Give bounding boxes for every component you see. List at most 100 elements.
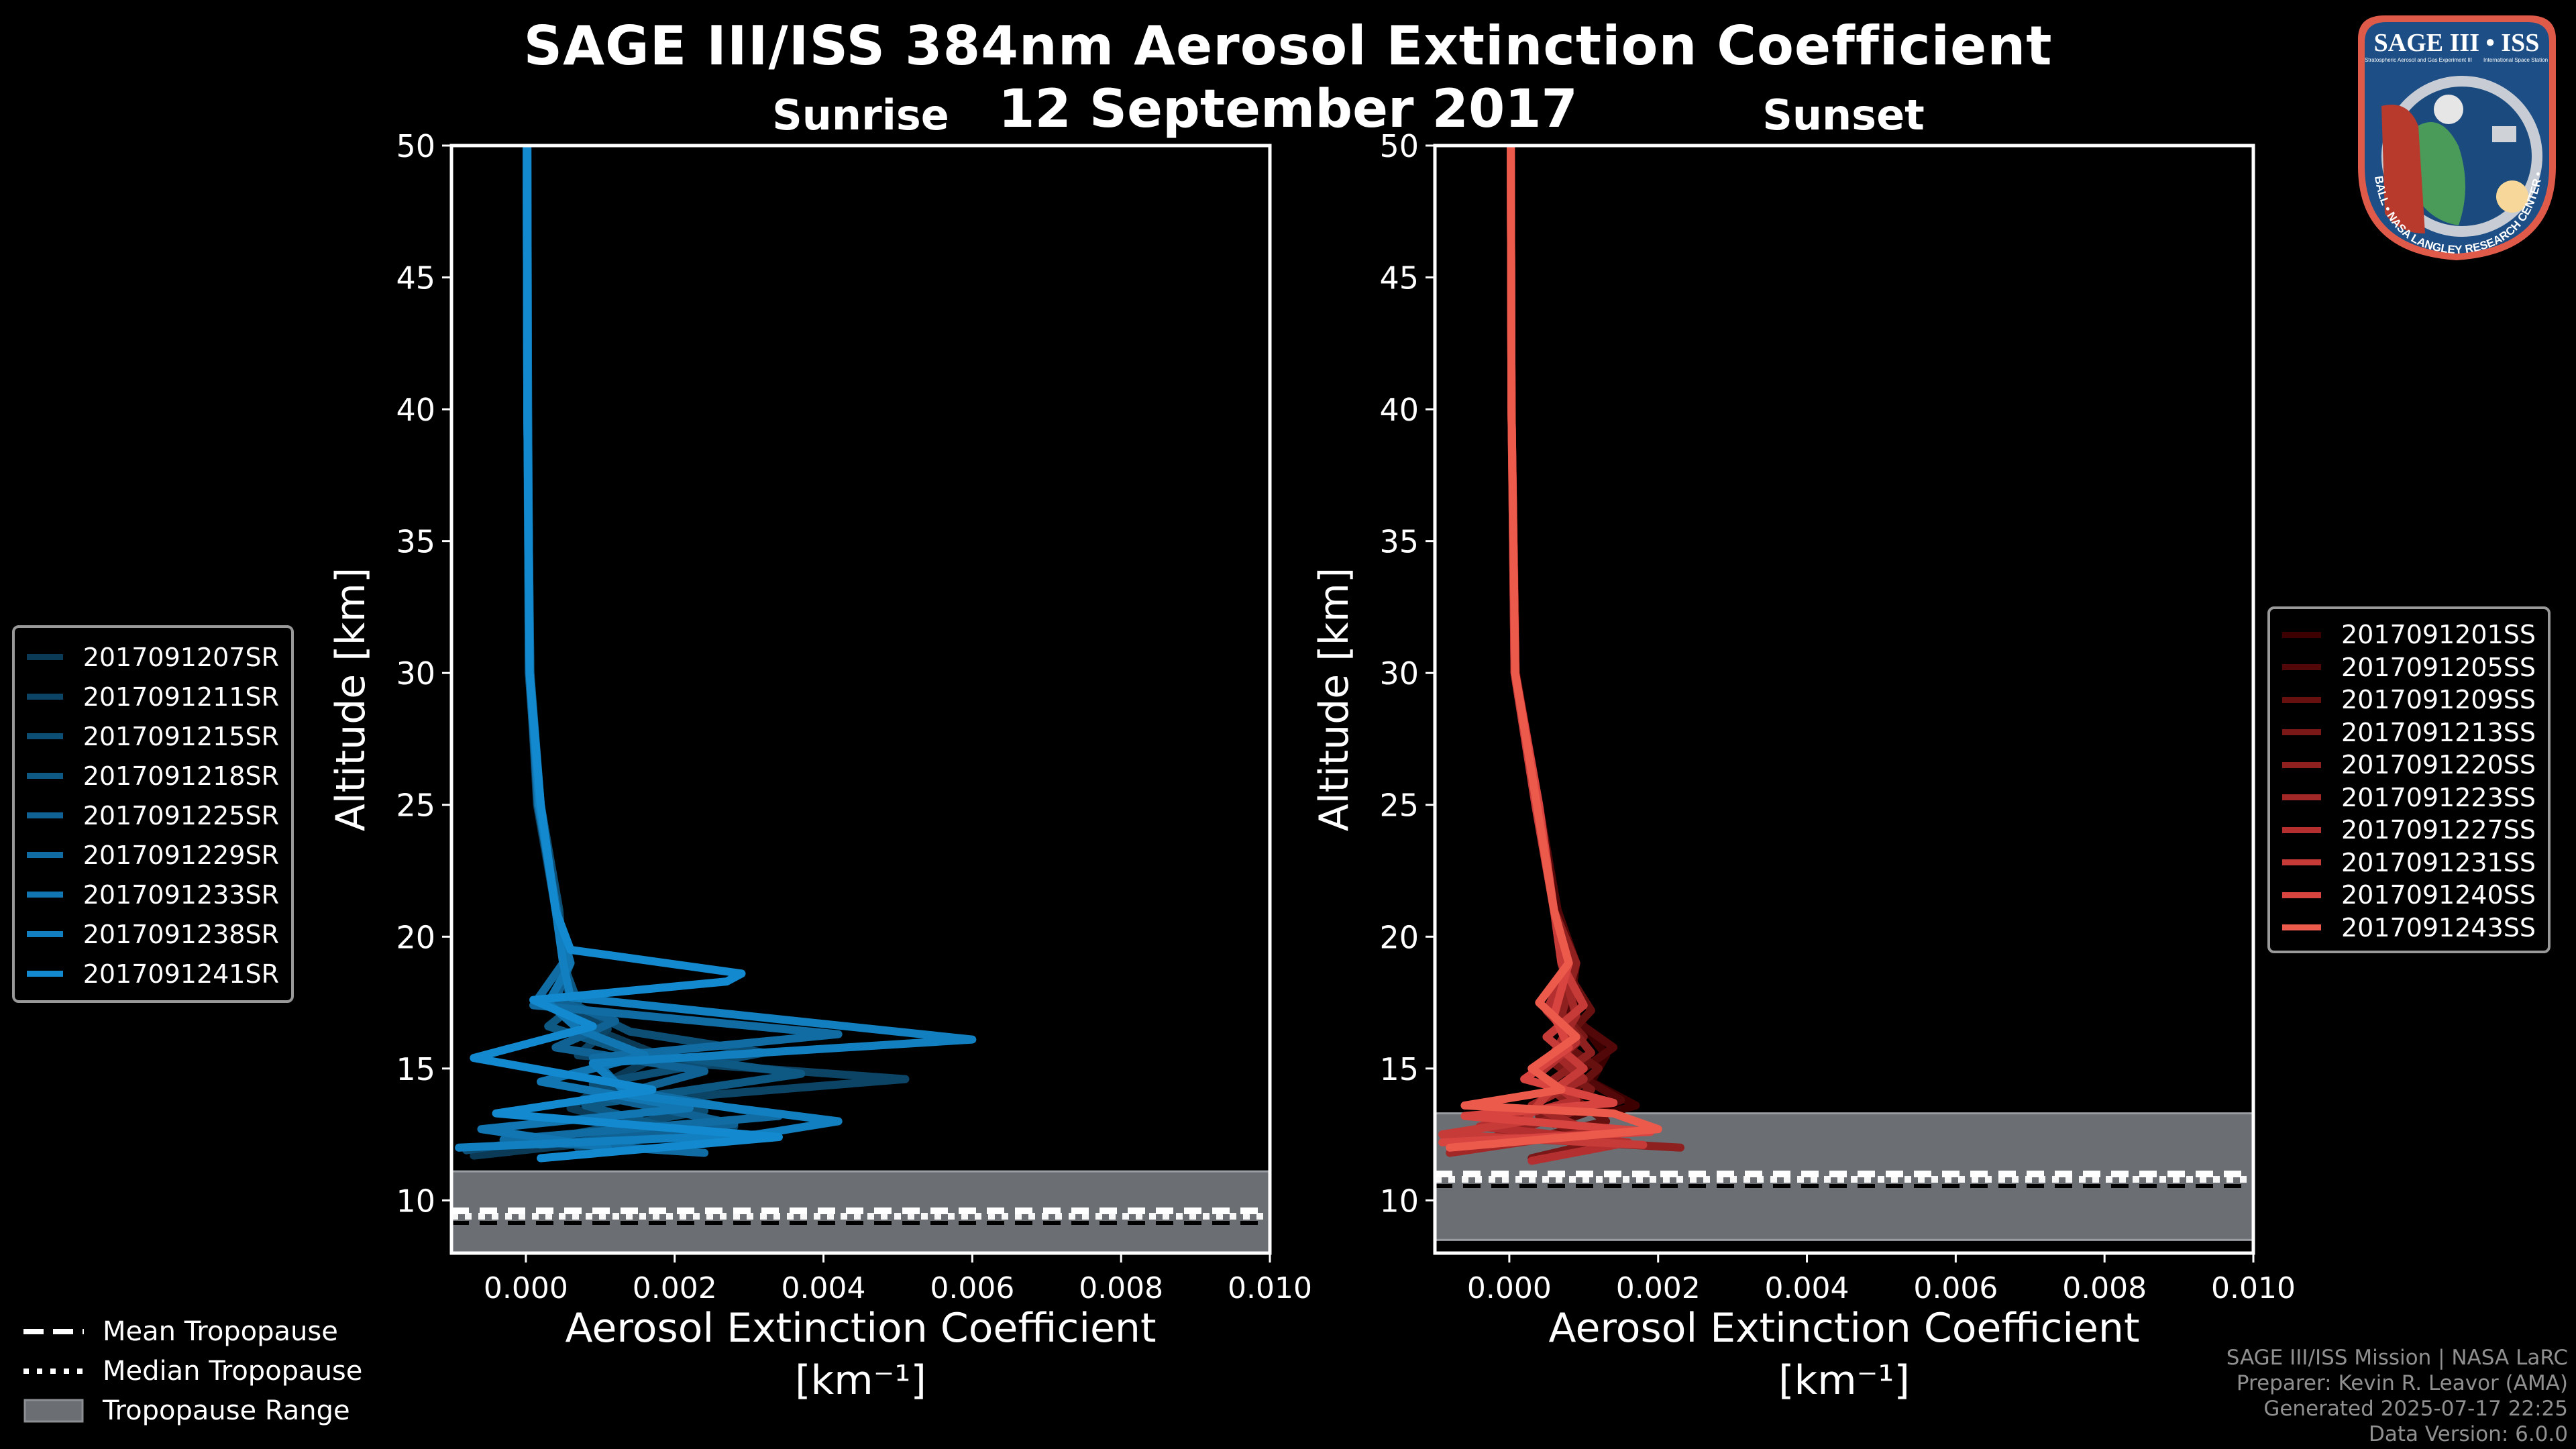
sunrise-plot-area bbox=[451, 146, 1270, 1253]
legend-swatch bbox=[2282, 892, 2321, 898]
legend-label: 2017091233SR bbox=[83, 879, 279, 910]
series-line-2017091223SS bbox=[1446, 146, 1595, 1157]
legend-swatch bbox=[27, 931, 63, 937]
legend-item: 2017091211SR bbox=[27, 677, 279, 716]
legend-label: 2017091238SR bbox=[83, 919, 279, 949]
sunrise-panel: 10 15 20 25 30 35 40 45 50 0.000 0.002 0.004 0.006 0.… bbox=[327, 128, 1312, 1404]
x-tick-label: 0.006 bbox=[1913, 1271, 1998, 1305]
legend-label: 2017091225SR bbox=[83, 800, 279, 830]
legend-label: 2017091215SR bbox=[83, 721, 279, 751]
legend-label: 2017091201SS bbox=[2341, 620, 2536, 650]
dashed-line-icon bbox=[23, 1328, 84, 1334]
logo-subtitle-left: Stratospheric Aerosol and Gas Experiment… bbox=[2365, 57, 2472, 63]
legend-label: Tropopause Range bbox=[103, 1395, 350, 1426]
x-tick-label: 0.000 bbox=[1467, 1271, 1552, 1305]
legend-tropopause-range: Tropopause Range bbox=[23, 1391, 362, 1430]
x-tick-label: 0.010 bbox=[1228, 1271, 1312, 1305]
legend-label: Median Tropopause bbox=[103, 1355, 363, 1387]
y-tick-label: 35 bbox=[396, 524, 435, 560]
credit-line: Data Version: 6.0.0 bbox=[2368, 1422, 2568, 1446]
y-tick-label: 25 bbox=[1379, 788, 1419, 824]
legend-item: 2017091201SS bbox=[2282, 619, 2536, 651]
legend-item: 2017091209SS bbox=[2282, 684, 2536, 716]
legend-swatch bbox=[27, 733, 63, 739]
sunrise-legend: 2017091207SR 2017091211SR 2017091215SR 2017… bbox=[12, 625, 294, 1003]
credits: SAGE III/ISS Mission | NASA LaRC Prepare… bbox=[2226, 1345, 2568, 1447]
credit-line: SAGE III/ISS Mission | NASA LaRC bbox=[2226, 1346, 2568, 1370]
y-tick-label: 50 bbox=[1379, 128, 1419, 164]
legend-label: 2017091241SR bbox=[83, 959, 279, 989]
legend-item: 2017091241SR bbox=[27, 954, 279, 994]
sunset-legend: 2017091201SS 2017091205SS 2017091209SS 2017… bbox=[2267, 606, 2551, 953]
y-tick-label: 50 bbox=[396, 128, 435, 164]
legend-swatch bbox=[27, 773, 63, 779]
legend-median-tropopause: Median Tropopause bbox=[23, 1351, 362, 1391]
x-tick-label: 0.004 bbox=[1765, 1271, 1849, 1305]
sun-icon bbox=[2496, 180, 2528, 213]
legend-label: Mean Tropopause bbox=[103, 1316, 338, 1347]
legend-label: 2017091240SS bbox=[2341, 880, 2536, 910]
y-tick-label: 30 bbox=[1379, 655, 1419, 692]
y-tick-label: 20 bbox=[1379, 919, 1419, 955]
iss-icon bbox=[2492, 126, 2516, 142]
legend-item: 2017091205SS bbox=[2282, 651, 2536, 684]
y-tick-label: 35 bbox=[1379, 524, 1419, 560]
legend-item: 2017091233SR bbox=[27, 875, 279, 914]
legend-swatch bbox=[2282, 761, 2321, 768]
y-tick-label: 45 bbox=[396, 260, 435, 297]
legend-swatch bbox=[2282, 859, 2321, 866]
legend-label: 2017091229SR bbox=[83, 840, 279, 870]
legend-swatch bbox=[2282, 729, 2321, 736]
logo-subtitle-right: International Space Station bbox=[2483, 57, 2548, 63]
x-tick-label: 0.008 bbox=[2062, 1271, 2147, 1305]
x-tick-label: 0.006 bbox=[930, 1271, 1014, 1305]
logo-title: SAGE III • ISS bbox=[2374, 29, 2540, 57]
chart-title: SAGE III/ISS 384nm Aerosol Extinction Co… bbox=[523, 15, 2053, 77]
legend-item: 2017091213SS bbox=[2282, 716, 2536, 749]
sage-mission-logo: SAGE III • ISS Stratospheric Aerosol and… bbox=[2345, 12, 2556, 260]
y-tick-label: 10 bbox=[396, 1183, 435, 1219]
sunset-panel: 10 15 20 25 30 35 40 45 50 0.000 0.002 0.004 0.006 0.… bbox=[1311, 128, 2296, 1404]
x-tick-label: 0.010 bbox=[2211, 1271, 2296, 1305]
y-tick-label: 40 bbox=[396, 392, 435, 428]
sunset-axes-frame bbox=[1433, 144, 2255, 1255]
legend-label: 2017091243SS bbox=[2341, 912, 2536, 943]
x-axis-label: Aerosol Extinction Coefficient bbox=[1549, 1305, 2140, 1352]
credit-line: Preparer: Kevin R. Leavor (AMA) bbox=[2236, 1371, 2568, 1395]
panel-title-sunrise: Sunrise bbox=[772, 91, 949, 140]
y-tick-label: 40 bbox=[1379, 392, 1419, 428]
legend-mean-tropopause: Mean Tropopause bbox=[23, 1311, 362, 1351]
y-tick-label: 45 bbox=[1379, 260, 1419, 297]
x-tick-label: 0.000 bbox=[484, 1271, 568, 1305]
legend-swatch bbox=[27, 892, 63, 898]
range-patch-icon bbox=[23, 1399, 84, 1422]
panel-title-sunset: Sunset bbox=[1762, 91, 1925, 140]
legend-item: 2017091207SR bbox=[27, 637, 279, 677]
legend-swatch bbox=[2282, 826, 2321, 833]
legend-item: 2017091229SR bbox=[27, 835, 279, 875]
legend-swatch bbox=[27, 971, 63, 977]
legend-item: 2017091243SS bbox=[2282, 912, 2536, 945]
legend-label: 2017091213SS bbox=[2341, 717, 2536, 747]
tropopause-legend: Mean Tropopause Median Tropopause Tropop… bbox=[23, 1311, 362, 1430]
legend-label: 2017091218SR bbox=[83, 761, 279, 791]
y-axis-label: Altitude [km] bbox=[327, 568, 374, 832]
series-line-2017091243SS bbox=[1446, 146, 1662, 1152]
x-tick-label: 0.004 bbox=[782, 1271, 866, 1305]
x-tick-label: 0.002 bbox=[1616, 1271, 1701, 1305]
legend-item: 2017091215SR bbox=[27, 716, 279, 756]
legend-label: 2017091220SS bbox=[2341, 750, 2536, 780]
series-line-2017091241SR bbox=[470, 146, 783, 1163]
legend-label: 2017091227SS bbox=[2341, 815, 2536, 845]
legend-swatch bbox=[2282, 794, 2321, 801]
legend-item: 2017091225SR bbox=[27, 796, 279, 835]
legend-item: 2017091223SS bbox=[2282, 782, 2536, 814]
legend-item: 2017091220SS bbox=[2282, 749, 2536, 782]
legend-label: 2017091211SR bbox=[83, 682, 279, 712]
y-tick-label: 20 bbox=[396, 919, 435, 955]
legend-label: 2017091223SS bbox=[2341, 782, 2536, 812]
legend-swatch bbox=[27, 654, 63, 660]
y-tick-label: 10 bbox=[1379, 1183, 1419, 1219]
legend-swatch bbox=[2282, 924, 2321, 931]
